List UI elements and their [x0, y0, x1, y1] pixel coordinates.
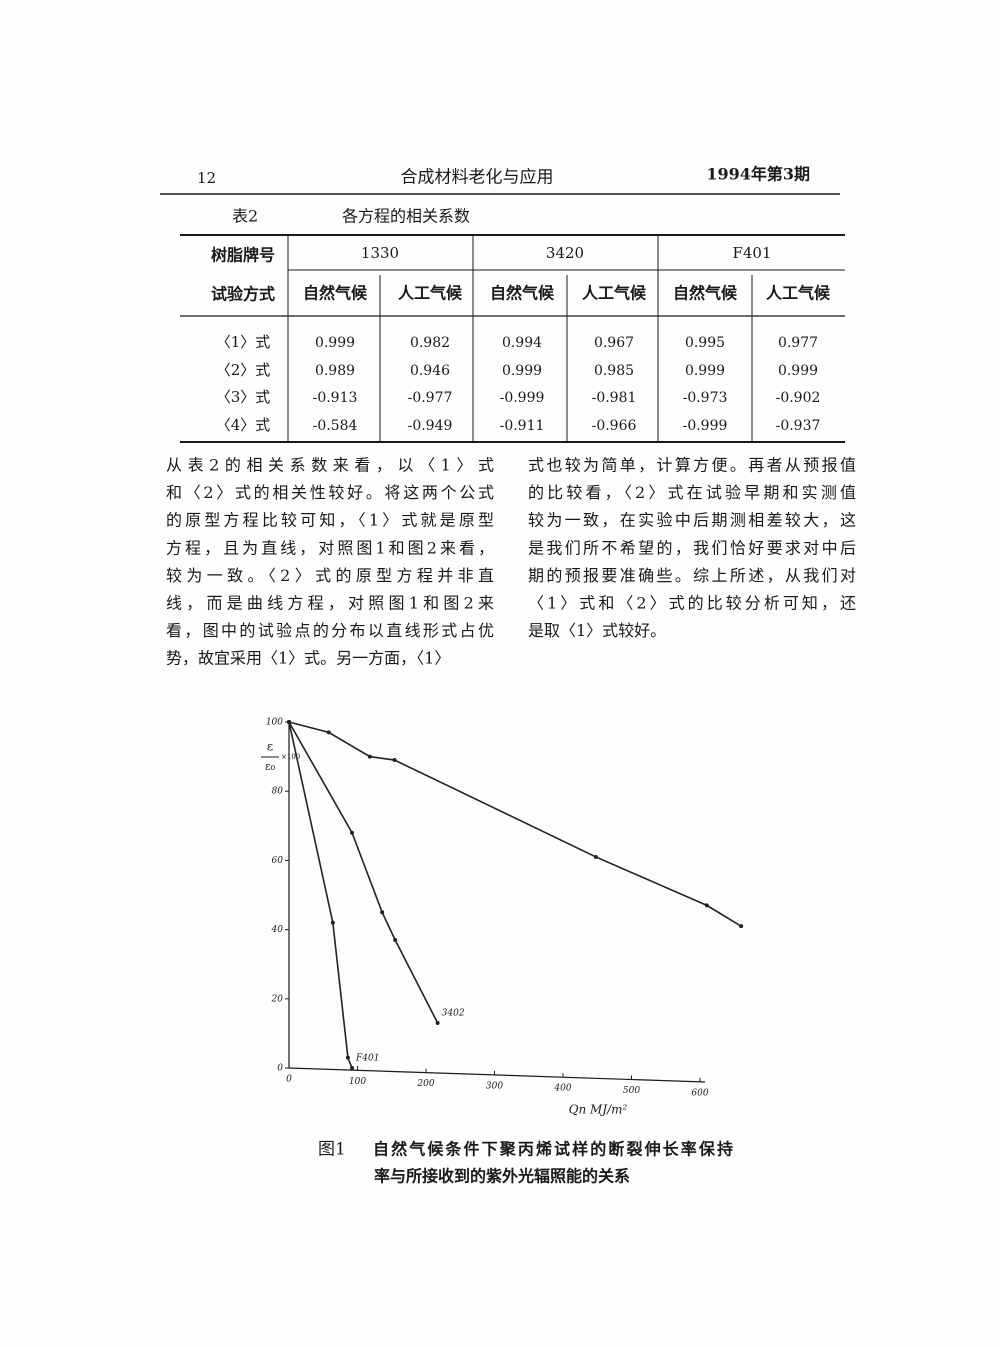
sub-header: 人工气候 [582, 284, 647, 303]
table-cell: 0.982 [410, 335, 450, 351]
body-line: 和〈2〉式的相关性较好。将这两个公式 [166, 483, 494, 502]
body-line: 方程，且为直线，对照图1和图2来看， [166, 538, 494, 557]
corner-top: 树脂牌号 [211, 246, 275, 265]
x-tick-label: 500 [623, 1086, 640, 1096]
table-label: 表2 [232, 207, 258, 226]
x-tick-label: 300 [486, 1081, 503, 1091]
issue: 1994年第3期 [706, 165, 810, 184]
x-tick-label: 200 [416, 1079, 434, 1089]
data-point [380, 910, 385, 915]
table-cell: -0.966 [592, 418, 637, 434]
sub-header: 人工气候 [766, 284, 831, 303]
body-line: 较为一致。〈2〉式的原型方程并非直 [166, 566, 494, 585]
x-tick-label: 600 [691, 1088, 708, 1098]
data-point [345, 1055, 350, 1060]
body-line: 的比较看，〈2〉式在试验早期和实测值 [528, 483, 856, 502]
journal-title: 合成材料老化与应用 [401, 168, 554, 188]
data-point [393, 937, 398, 942]
data-point [739, 924, 744, 929]
data-point [435, 1021, 440, 1026]
y-label-numerator: ε [267, 740, 273, 754]
y-tick-label: 100 [266, 718, 283, 728]
series-label: 3402 [442, 1009, 465, 1019]
group-header: F401 [732, 244, 771, 262]
x-tick-label: 100 [349, 1077, 366, 1087]
table-cell: 0.985 [594, 363, 634, 379]
caption-label: 图1 [318, 1140, 346, 1160]
table-cell: -0.584 [313, 418, 358, 434]
data-point [704, 903, 709, 908]
series-line [288, 721, 353, 1069]
data-point [330, 920, 335, 925]
table-cell: -0.902 [776, 390, 821, 406]
table-cell: 0.946 [410, 363, 450, 379]
table-cell: 0.994 [502, 335, 542, 351]
data-point [367, 754, 372, 759]
data-point [350, 1066, 355, 1070]
table-cell: 0.999 [315, 335, 355, 351]
data-point [350, 830, 355, 835]
body-line: 〈1〉式和〈2〉式的比较分析可知，还 [528, 594, 856, 613]
data-point [287, 720, 291, 724]
y-tick-label: 60 [272, 856, 284, 866]
table-title: 各方程的相关系数 [342, 207, 470, 226]
x-label: Qn MJ/m² [569, 1103, 628, 1117]
caption-line: 率与所接收到的紫外光辐照能的关系 [374, 1167, 630, 1186]
table-cell: 0.995 [685, 335, 725, 351]
y-tick-label: 80 [272, 787, 284, 797]
table-cell: -0.999 [500, 390, 545, 406]
y-tick-label: 20 [271, 994, 284, 1004]
table-cell: 0.999 [502, 363, 542, 379]
table-cell: -0.981 [592, 390, 637, 406]
table-cell: 0.999 [685, 363, 725, 379]
x-tick-label: 400 [553, 1084, 571, 1094]
sub-header: 自然气候 [490, 284, 555, 303]
body-line: 是取〈1〉式较好。 [528, 621, 666, 640]
series-label: F401 [355, 1054, 379, 1064]
x-tick-label: 0 [286, 1075, 292, 1085]
data-point [392, 758, 397, 763]
row-header: 〈4〉式 [216, 416, 271, 434]
sub-header: 人工气候 [398, 284, 463, 303]
sub-header: 自然气候 [673, 284, 738, 303]
table-cell: -0.911 [500, 418, 545, 434]
data-point [593, 854, 598, 859]
x-axis [288, 1067, 706, 1083]
data-point [326, 730, 331, 735]
table-cell: 0.967 [594, 335, 634, 351]
row-header: 〈3〉式 [216, 388, 271, 406]
group-header: 1330 [361, 244, 399, 262]
corner-bottom: 试验方式 [211, 285, 275, 304]
group-header: 3420 [546, 244, 584, 262]
row-header: 〈1〉式 [216, 333, 271, 351]
body-line: 的原型方程比较可知，〈1〉式就是原型 [166, 511, 494, 530]
page-number: 12 [197, 169, 216, 187]
table-cell: -0.999 [683, 418, 728, 434]
y-label-denominator: ε₀ [265, 760, 276, 773]
sub-header: 自然气候 [303, 284, 368, 303]
table-cell: -0.937 [776, 418, 821, 434]
table-cell: 0.977 [778, 335, 818, 351]
y-label-suffix: ×100 [281, 753, 300, 761]
y-tick-label: 0 [277, 1064, 283, 1074]
table-cell: 0.999 [778, 363, 818, 379]
table-cell: -0.913 [313, 390, 358, 406]
row-header: 〈2〉式 [216, 361, 271, 379]
body-line: 势，故宜采用〈1〉式。另一方面，〈1〉 [166, 649, 450, 668]
table-cell: 0.989 [315, 363, 355, 379]
table-cell: -0.973 [683, 390, 728, 406]
table-cell: -0.949 [408, 418, 453, 434]
table-cell: -0.977 [408, 390, 453, 406]
body-line: 线，而是曲线方程，对照图1和图2来 [166, 594, 494, 613]
y-tick-label: 40 [271, 925, 284, 935]
